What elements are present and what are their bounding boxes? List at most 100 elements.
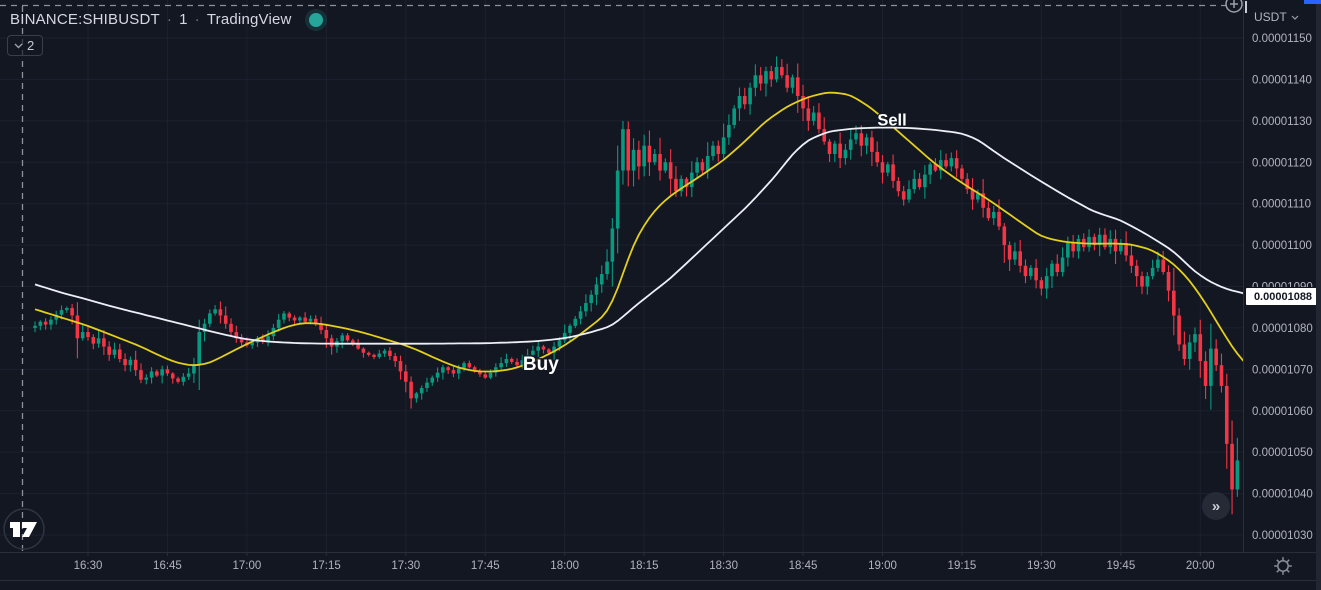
- add-alert-plus-icon[interactable]: [1224, 0, 1244, 19]
- time-tick-label: 19:00: [868, 560, 897, 572]
- candle: [562, 324, 567, 343]
- candle: [377, 349, 382, 359]
- candle: [213, 305, 217, 316]
- candle: [1050, 260, 1054, 289]
- candle: [986, 201, 991, 221]
- candle: [1060, 247, 1065, 277]
- price-tick-label: 0.00001150: [1252, 33, 1312, 45]
- candle: [859, 125, 864, 157]
- candle: [589, 290, 593, 312]
- candle: [54, 310, 59, 325]
- candle: [208, 309, 212, 328]
- candle: [112, 342, 117, 359]
- candle: [901, 185, 906, 206]
- candle: [684, 177, 689, 197]
- tradingview-logo[interactable]: [1, 506, 47, 557]
- timezone-settings-gear-icon[interactable]: [1272, 555, 1294, 582]
- candle: [705, 142, 710, 179]
- candle: [382, 348, 387, 357]
- candle: [303, 312, 307, 324]
- candle: [1119, 239, 1123, 255]
- candle: [75, 302, 80, 359]
- candle: [409, 376, 413, 409]
- candle: [817, 103, 821, 134]
- candle: [716, 140, 721, 162]
- candle: [1235, 437, 1240, 497]
- candle: [727, 114, 731, 145]
- candle: [419, 385, 424, 400]
- scrollbar[interactable]: [1316, 0, 1321, 590]
- price-axis[interactable]: 0.00001150 0.00001140 0.00001130 0.00001120…: [1252, 33, 1313, 542]
- object-tree-badge[interactable]: 2: [7, 35, 44, 56]
- candle: [843, 143, 848, 165]
- candle: [827, 138, 832, 163]
- candle: [239, 334, 244, 348]
- session-break-lines: [0, 4, 1243, 552]
- candle: [149, 367, 154, 384]
- time-tick-label: 18:15: [630, 560, 659, 572]
- candle: [123, 353, 127, 372]
- platform-label[interactable]: TradingView: [206, 11, 292, 28]
- candle: [938, 150, 943, 180]
- ma-value-label: 0.00001088: [1245, 287, 1321, 306]
- time-tick-label: 18:45: [789, 560, 818, 572]
- candle: [695, 157, 699, 178]
- candle: [266, 330, 270, 347]
- candle: [690, 161, 694, 198]
- browser-accent-strip: [1304, 0, 1321, 4]
- candle: [1166, 265, 1171, 302]
- fast-ma-line: [34, 91, 1243, 373]
- time-tick-label: 18:00: [550, 560, 579, 572]
- candle: [86, 326, 90, 341]
- candle: [605, 249, 609, 280]
- time-axis[interactable]: 16:30 16:45 17:00 17:15 17:30 17:45 18:00 18:15…: [74, 552, 1215, 572]
- candle: [949, 152, 954, 172]
- time-tick-label: 19:30: [1027, 560, 1056, 572]
- candle: [478, 368, 482, 377]
- candle: [912, 169, 917, 194]
- candle: [1214, 339, 1218, 372]
- candle: [509, 357, 514, 364]
- candle: [351, 338, 355, 347]
- candle: [917, 173, 922, 190]
- chevron-down-icon: [14, 43, 23, 48]
- candle: [197, 319, 202, 391]
- go-to-realtime-button[interactable]: »: [1202, 492, 1230, 520]
- currency-dropdown[interactable]: USDT: [1254, 10, 1299, 24]
- candle: [748, 82, 752, 115]
- candle: [637, 140, 641, 180]
- candle: [446, 366, 450, 374]
- price-tick-label: 0.00001110: [1252, 199, 1311, 211]
- candle: [139, 363, 143, 384]
- candle: [1203, 351, 1208, 399]
- candle: [398, 355, 403, 380]
- candle: [33, 321, 37, 333]
- price-axis-grip[interactable]: [1245, 1, 1247, 13]
- candle: [102, 330, 106, 355]
- price-tick-label: 0.00001080: [1252, 323, 1313, 335]
- symbol-title[interactable]: BINANCE:SHIBUSDT: [10, 11, 160, 28]
- legend-separator: ·: [166, 11, 173, 28]
- candle: [1150, 259, 1155, 280]
- price-tick-label: 0.00001070: [1252, 364, 1313, 376]
- candle: [165, 365, 170, 376]
- candle: [848, 129, 853, 160]
- candle: [610, 218, 615, 287]
- candle: [891, 154, 895, 188]
- candle: [451, 365, 456, 378]
- candle: [128, 356, 133, 372]
- time-tick-label: 16:45: [153, 560, 182, 572]
- candle: [181, 373, 186, 386]
- candle: [732, 105, 736, 129]
- candle: [536, 340, 541, 357]
- candle: [838, 132, 842, 169]
- candle: [329, 334, 334, 355]
- legend-separator: ·: [194, 11, 200, 28]
- candle: [960, 164, 964, 184]
- candle: [49, 316, 53, 330]
- interval-label[interactable]: 1: [179, 11, 188, 28]
- price-tick-label: 0.00001060: [1252, 406, 1313, 418]
- connection-status-icon[interactable]: [308, 12, 323, 27]
